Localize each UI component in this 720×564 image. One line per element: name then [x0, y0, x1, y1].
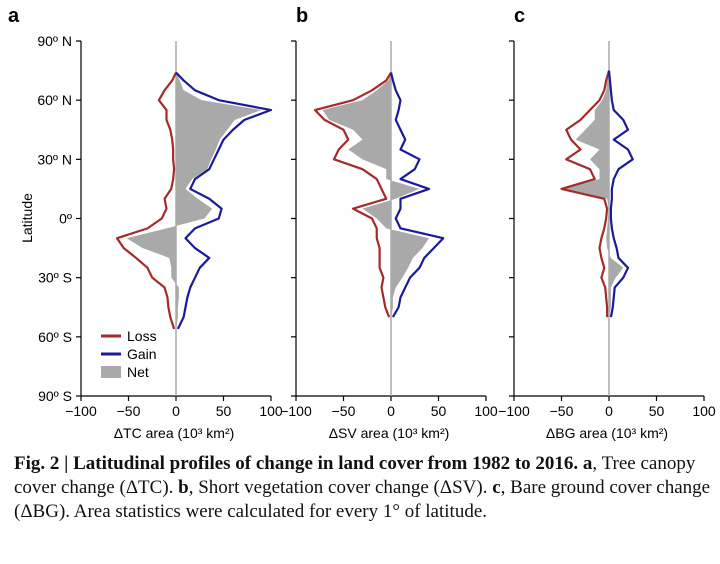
y-tick-label: 0º — [59, 211, 72, 227]
x-tick-label: 100 — [259, 403, 283, 419]
caption-a-text: , Tree canopy cover change (ΔTC). — [14, 453, 696, 498]
panel-b: b −100 −50 0 50 100 ΔSV area (10³ km²) — [280, 5, 498, 441]
gain-line — [607, 70, 634, 318]
gain-line — [175, 71, 273, 330]
figure-svg: Latitude Loss Gain Net a 90º N 60º N 30º N 0º 3… — [8, 5, 716, 441]
caption-title: Fig. 2 | Latitudinal profiles of change … — [14, 453, 579, 474]
caption-b-text: , Short vegetation cover change (ΔSV). — [188, 477, 493, 498]
loss-line — [116, 72, 177, 330]
x-axis-title-c: ΔBG area (10³ km²) — [546, 425, 668, 441]
legend: Loss Gain Net — [101, 328, 157, 380]
x-tick-label: −100 — [280, 403, 312, 419]
x-axis-title-a: ΔTC area (10³ km²) — [114, 425, 235, 441]
x-tick-label: 100 — [474, 403, 498, 419]
x-tick-label: −100 — [65, 403, 97, 419]
net-area — [126, 72, 262, 329]
figure-caption: Fig. 2 | Latitudinal profiles of change … — [14, 452, 714, 524]
loss-line — [560, 70, 611, 318]
x-axis-title-b: ΔSV area (10³ km²) — [329, 425, 450, 441]
x-tick-label: −100 — [498, 403, 530, 419]
legend-label-loss: Loss — [127, 328, 157, 344]
x-tick-label: 0 — [605, 403, 613, 419]
y-tick-label: 60º N — [37, 92, 72, 108]
caption-c-text: , Bare ground cover change (ΔBG). Area s… — [14, 477, 711, 522]
x-tick-label: −50 — [550, 403, 574, 419]
x-tick-label: 50 — [431, 403, 447, 419]
caption-c-letter: c — [492, 477, 501, 498]
net-area — [322, 72, 429, 318]
gain-line — [389, 72, 445, 318]
legend-label-gain: Gain — [127, 346, 157, 362]
loss-line — [313, 71, 392, 318]
x-tick-label: 100 — [692, 403, 716, 419]
x-tick-label: −50 — [117, 403, 141, 419]
panel-letter-c: c — [514, 5, 525, 27]
y-tick-label: 60º S — [38, 329, 72, 345]
legend-swatch-net — [101, 366, 121, 378]
panel-letter-b: b — [296, 5, 308, 27]
panel-c: c −100 −50 0 50 100 ΔBG area (10³ km²) — [498, 5, 716, 441]
x-tick-label: 0 — [172, 403, 180, 419]
panel-letter-a: a — [8, 5, 20, 27]
y-tick-label: 90º S — [38, 388, 72, 404]
y-tick-label: 30º S — [38, 270, 72, 286]
y-axis-title: Latitude — [19, 193, 35, 243]
x-tick-label: −50 — [332, 403, 356, 419]
net-area — [564, 70, 624, 318]
y-tick-label: 90º N — [37, 33, 72, 49]
x-tick-label: 50 — [649, 403, 665, 419]
panel-a: a 90º N 60º N 30º N 0º 30º S 60º S 90º S−100 −50… — [8, 5, 283, 441]
legend-label-net: Net — [127, 364, 149, 380]
caption-b-letter: b — [178, 477, 189, 498]
x-tick-label: 50 — [216, 403, 232, 419]
caption-a-letter: a — [582, 453, 593, 474]
figure-2: Latitude Loss Gain Net a 90º N 60º N 30º N 0º 3… — [8, 5, 716, 441]
y-tick-label: 30º N — [37, 151, 72, 167]
x-tick-label: 0 — [387, 403, 395, 419]
